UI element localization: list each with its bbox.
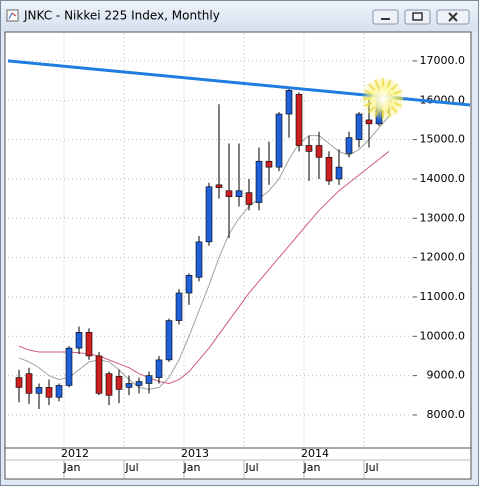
highlight-glow: [361, 76, 405, 121]
x-tick-label: Jan: [63, 461, 81, 474]
glow-ray: [368, 106, 376, 114]
moving-average-line: [18, 115, 390, 390]
glow-ray: [393, 89, 402, 95]
candle-body: [185, 275, 193, 294]
y-tick-label: 8000.0: [427, 408, 466, 421]
y-tick-label: 14000.0: [420, 172, 466, 185]
y-tick-label: 17000.0: [420, 54, 466, 67]
glow-ray: [374, 109, 380, 118]
candle-body: [125, 383, 133, 388]
candle-body: [165, 320, 173, 361]
candle-body: [205, 186, 213, 243]
y-tick-label: 11000.0: [420, 290, 466, 303]
y-tick-label: 10000.0: [420, 329, 466, 342]
x-tick-label: Jan: [303, 461, 321, 474]
candle-body: [365, 119, 373, 125]
candle-body: [355, 113, 363, 140]
maximize-button[interactable]: [404, 9, 431, 25]
candle-body: [45, 387, 53, 398]
y-tick-label: 12000.0: [420, 251, 466, 264]
x-tick-label: Jul: [124, 461, 138, 474]
year-label: 2014: [301, 447, 329, 460]
candle-body: [215, 184, 223, 188]
glow-ray: [393, 102, 402, 108]
glow-ray: [386, 79, 392, 88]
candle-body: [35, 387, 43, 394]
glow-ray: [390, 83, 398, 91]
candle-body: [285, 90, 293, 115]
glow-ray: [368, 83, 376, 91]
moving-average-line: [18, 151, 390, 385]
candle-body: [95, 355, 103, 394]
candle-body: [25, 373, 33, 394]
x-tick-label: Jul: [244, 461, 258, 474]
glow-ray: [390, 106, 398, 114]
candle-body: [305, 145, 313, 152]
candle-body: [265, 160, 273, 168]
candle-body: [225, 190, 233, 197]
candle-body: [295, 94, 303, 146]
window-buttons[interactable]: [372, 9, 470, 25]
candle-body: [65, 347, 73, 386]
candle-body: [15, 377, 23, 388]
candle-body: [55, 385, 63, 398]
candle-body: [345, 137, 353, 154]
year-label: 2012: [61, 447, 89, 460]
y-tick-label: 15000.0: [420, 133, 466, 146]
y-tick-label: 9000.0: [427, 369, 466, 382]
window-title: JNKC - Nikkei 225 Index, Monthly: [23, 9, 220, 23]
candle-body: [145, 375, 153, 384]
glow-ray: [374, 79, 380, 88]
candle-body: [255, 160, 263, 203]
candle-body: [115, 376, 123, 390]
candle-body: [135, 381, 143, 386]
y-tick-label: 13000.0: [420, 211, 466, 224]
window-icon: [6, 9, 19, 22]
year-label: 2013: [181, 447, 209, 460]
candle-body: [275, 113, 283, 168]
x-tick-label: Jan: [183, 461, 201, 474]
glow-ray: [386, 109, 392, 118]
candle-body: [335, 166, 343, 180]
candle-body: [315, 145, 323, 158]
candle-body: [85, 332, 93, 357]
candle-body: [195, 241, 203, 278]
glow-ray: [364, 89, 373, 95]
candle-body: [75, 332, 83, 349]
x-tick-label: Jul: [364, 461, 378, 474]
candle-body: [175, 292, 183, 321]
candle-body: [235, 190, 243, 197]
candle-body: [105, 373, 113, 396]
glow-ray: [364, 102, 373, 108]
candle-body: [325, 157, 333, 182]
candle-body: [245, 192, 253, 205]
candle-body: [155, 359, 163, 378]
minimize-button[interactable]: [372, 9, 399, 25]
plot: 8000.0 9000.0 10000.0 11000.0 12000.0 13000.0…: [7, 33, 471, 478]
